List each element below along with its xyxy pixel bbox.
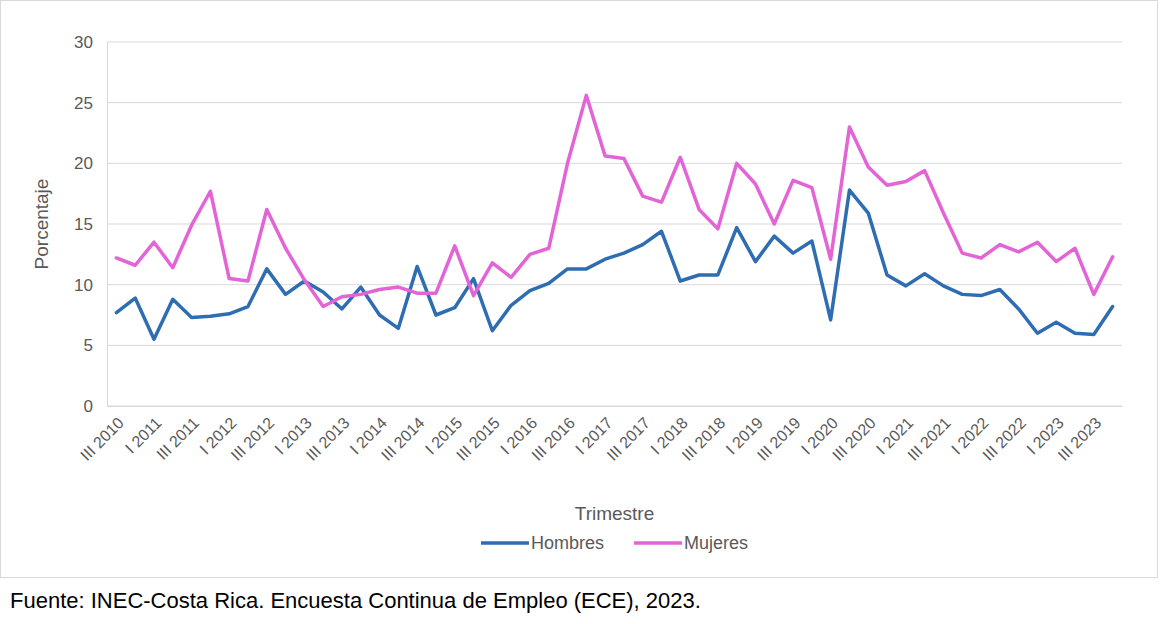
x-tick-label: III 2016 — [528, 414, 578, 464]
legend-swatch — [481, 541, 529, 545]
x-tick: III 2021 — [904, 406, 954, 464]
grid-line — [107, 406, 1122, 407]
y-tick: 25 — [74, 94, 107, 113]
grid — [107, 42, 1122, 406]
x-tick: III 2011 — [153, 406, 202, 463]
x-tick-label: III 2022 — [979, 414, 1029, 464]
x-tick: III 2018 — [679, 406, 729, 464]
y-axis: 0 5 10 15 20 25 30 — [74, 33, 107, 416]
x-tick: III 2020 — [829, 406, 879, 464]
x-tick: III 2022 — [979, 406, 1029, 464]
y-tick: 15 — [74, 215, 107, 234]
x-axis-title: Trimestre — [575, 503, 655, 524]
grid-line — [107, 163, 1122, 164]
x-tick-label: III 2020 — [829, 414, 879, 464]
x-tick-label: III 2017 — [604, 414, 654, 464]
x-tick: III 2014 — [378, 406, 428, 464]
grid-line — [107, 102, 1122, 103]
chart: 0 5 10 15 20 25 30 III 2010I 2011III 2011I 2012… — [0, 0, 1170, 624]
x-tick: III 2023 — [1055, 406, 1105, 464]
series-line — [116, 95, 1112, 306]
legend-item: Mujeres — [634, 533, 748, 553]
source-note: Fuente: INEC-Costa Rica. Encuesta Contin… — [10, 588, 701, 613]
legend: Hombres Mujeres — [481, 533, 748, 553]
x-tick-label: III 2011 — [153, 414, 202, 463]
x-axis: III 2010I 2011III 2011I 2012III 2012I 20… — [77, 406, 1122, 464]
y-tick-label: 20 — [74, 154, 93, 173]
y-tick: 0 — [84, 397, 107, 416]
y-tick-label: 30 — [74, 33, 93, 52]
grid-line — [107, 345, 1122, 346]
x-tick-label: III 2012 — [228, 414, 278, 464]
x-tick-label: III 2023 — [1055, 414, 1105, 464]
y-axis-title: Porcentaje — [31, 179, 52, 270]
y-tick-label: 25 — [74, 94, 93, 113]
legend-label: Mujeres — [684, 533, 748, 553]
x-tick-label: III 2015 — [453, 414, 503, 464]
y-tick: 10 — [74, 276, 107, 295]
y-tick-label: 5 — [84, 336, 93, 355]
x-tick: III 2012 — [228, 406, 278, 464]
x-tick-label: III 2010 — [77, 414, 127, 464]
x-tick-label: III 2013 — [303, 414, 353, 464]
grid-line — [107, 224, 1122, 225]
x-tick-label: III 2014 — [378, 414, 428, 464]
y-tick: 30 — [74, 33, 107, 52]
x-tick: III 2019 — [754, 406, 804, 464]
x-tick: III 2016 — [528, 406, 578, 464]
y-tick-label: 10 — [74, 276, 93, 295]
x-tick: III 2017 — [604, 406, 654, 464]
x-tick-label: III 2018 — [679, 414, 729, 464]
y-tick: 20 — [74, 154, 107, 173]
x-tick: III 2010 — [77, 406, 127, 464]
y-tick-label: 15 — [74, 215, 93, 234]
grid-line — [107, 42, 1122, 43]
y-axis-line — [107, 43, 108, 407]
y-tick: 5 — [84, 336, 107, 355]
x-tick: III 2013 — [303, 406, 353, 464]
x-tick: III 2015 — [453, 406, 503, 464]
lines — [116, 95, 1112, 339]
x-axis-line — [108, 406, 1123, 407]
x-tick-label: III 2019 — [754, 414, 804, 464]
y-tick-label: 0 — [84, 397, 93, 416]
legend-swatch — [634, 541, 682, 545]
chart-frame — [1, 1, 1158, 578]
legend-item: Hombres — [481, 533, 604, 553]
legend-label: Hombres — [531, 533, 604, 553]
x-tick-label: III 2021 — [904, 414, 954, 464]
